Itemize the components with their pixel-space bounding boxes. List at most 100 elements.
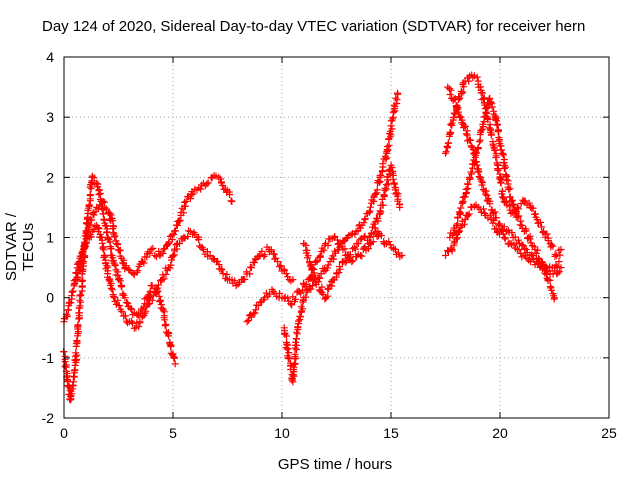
data-point bbox=[548, 286, 556, 294]
data-point bbox=[125, 266, 133, 274]
data-point bbox=[549, 242, 557, 250]
data-point bbox=[159, 306, 167, 314]
data-point bbox=[284, 345, 291, 353]
data-point bbox=[283, 332, 290, 340]
data-point bbox=[65, 383, 73, 391]
data-point bbox=[532, 249, 540, 257]
data-point bbox=[354, 240, 362, 247]
data-point bbox=[203, 180, 211, 188]
y-tick-label: 3 bbox=[46, 109, 54, 125]
data-point bbox=[394, 89, 401, 97]
data-point bbox=[172, 227, 179, 235]
data-point bbox=[526, 235, 534, 243]
data-point bbox=[459, 88, 467, 96]
data-point bbox=[90, 174, 98, 182]
data-point bbox=[218, 266, 226, 274]
data-point bbox=[299, 305, 307, 313]
data-point bbox=[346, 251, 354, 259]
data-point bbox=[503, 176, 511, 184]
data-point bbox=[497, 179, 505, 187]
data-point bbox=[343, 252, 351, 259]
data-point bbox=[295, 317, 302, 325]
data-point bbox=[517, 217, 525, 225]
data-point bbox=[111, 232, 119, 240]
data-point bbox=[511, 209, 519, 217]
data-point bbox=[491, 146, 499, 154]
data-point bbox=[551, 294, 558, 302]
data-point bbox=[146, 249, 154, 257]
data-point bbox=[551, 253, 559, 260]
data-point bbox=[294, 324, 302, 331]
x-tick-label: 25 bbox=[601, 425, 617, 441]
data-point bbox=[392, 94, 400, 102]
data-point bbox=[521, 245, 529, 252]
data-point bbox=[275, 263, 283, 271]
data-point bbox=[534, 246, 542, 254]
data-point bbox=[127, 304, 135, 312]
data-point bbox=[442, 149, 449, 157]
data-point bbox=[358, 252, 366, 260]
data-point bbox=[147, 246, 155, 253]
data-point bbox=[465, 210, 473, 218]
data-point bbox=[159, 249, 167, 257]
data-point bbox=[104, 234, 112, 242]
data-point bbox=[386, 241, 394, 249]
data-point bbox=[385, 141, 393, 149]
data-point bbox=[69, 287, 77, 295]
data-point bbox=[529, 204, 537, 212]
data-point bbox=[302, 293, 310, 301]
data-point bbox=[538, 223, 545, 231]
data-point bbox=[374, 215, 382, 222]
data-point bbox=[376, 230, 384, 238]
data-point bbox=[466, 136, 474, 144]
data-point bbox=[116, 277, 124, 285]
data-point bbox=[444, 83, 452, 91]
data-point bbox=[80, 246, 88, 253]
data-point bbox=[160, 275, 168, 283]
data-point bbox=[442, 148, 450, 156]
data-point bbox=[493, 121, 501, 129]
data-point bbox=[390, 245, 398, 253]
data-point bbox=[262, 289, 270, 297]
data-point bbox=[118, 308, 126, 316]
data-point bbox=[292, 335, 300, 343]
y-tick-label: 1 bbox=[46, 230, 54, 246]
data-point bbox=[324, 292, 332, 300]
data-point bbox=[124, 299, 132, 307]
data-point bbox=[78, 252, 86, 260]
data-point bbox=[383, 181, 391, 189]
data-point bbox=[473, 149, 481, 157]
data-point bbox=[109, 293, 117, 300]
data-point bbox=[525, 199, 533, 207]
data-point bbox=[109, 225, 117, 233]
data-point bbox=[508, 229, 516, 237]
data-point bbox=[136, 310, 144, 317]
x-tick-label: 20 bbox=[492, 425, 508, 441]
data-point bbox=[454, 220, 462, 228]
data-point bbox=[389, 108, 397, 116]
data-point bbox=[522, 246, 530, 253]
data-point bbox=[468, 170, 476, 178]
data-point bbox=[537, 218, 544, 226]
data-point bbox=[351, 245, 359, 253]
data-point bbox=[122, 312, 129, 320]
data-point bbox=[282, 270, 290, 278]
data-point bbox=[528, 251, 535, 259]
data-point bbox=[167, 341, 175, 349]
data-point bbox=[91, 208, 99, 216]
data-point bbox=[219, 270, 227, 278]
data-point bbox=[120, 256, 128, 264]
data-point bbox=[506, 185, 514, 193]
data-point bbox=[231, 277, 239, 285]
data-point bbox=[444, 139, 452, 147]
data-point bbox=[250, 310, 258, 318]
data-point bbox=[215, 173, 223, 181]
data-point bbox=[107, 281, 115, 289]
data-point bbox=[74, 321, 82, 329]
data-point bbox=[114, 241, 121, 249]
data-point bbox=[90, 211, 98, 219]
data-point bbox=[155, 281, 162, 289]
data-point bbox=[381, 186, 389, 194]
data-point bbox=[307, 285, 315, 293]
data-point bbox=[473, 73, 481, 81]
